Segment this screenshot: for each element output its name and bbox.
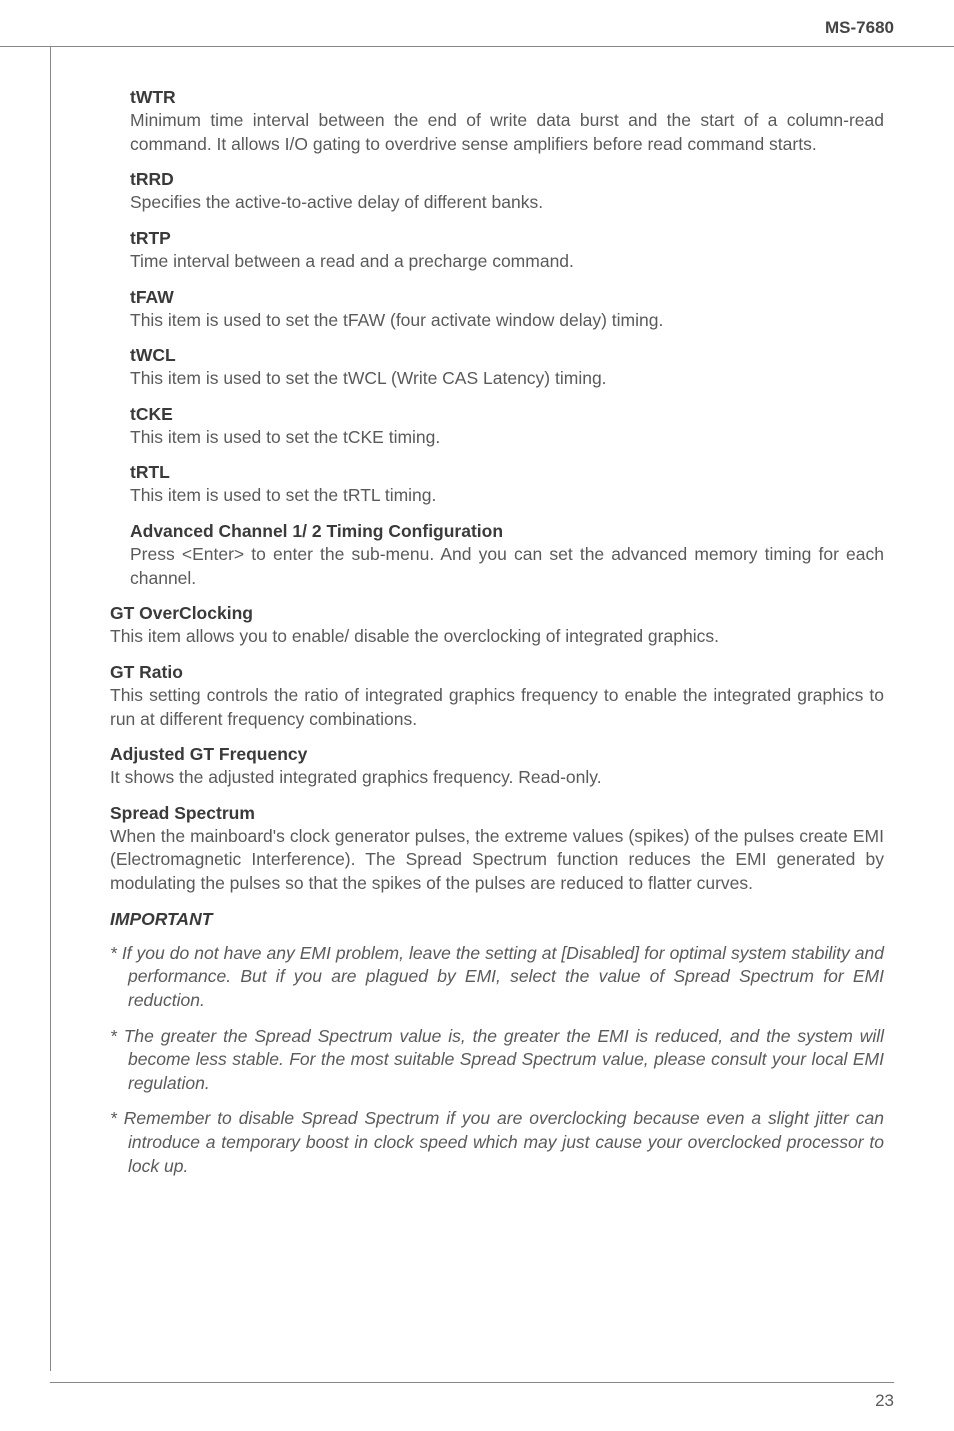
- section-advanced-channel: Advanced Channel 1/ 2 Timing Configurati…: [130, 521, 884, 590]
- left-border: [50, 46, 51, 1371]
- section-spread-spectrum: Spread Spectrum When the mainboard's clo…: [130, 803, 884, 896]
- section-body: Time interval between a read and a prech…: [130, 250, 884, 274]
- section-title: tCKE: [130, 404, 884, 425]
- section-title: tRRD: [130, 169, 884, 190]
- section-tfaw: tFAW This item is used to set the tFAW (…: [130, 287, 884, 333]
- section-title: tWTR: [130, 87, 884, 108]
- model-number: MS-7680: [825, 18, 894, 37]
- page-number: 23: [875, 1391, 894, 1411]
- important-item: * The greater the Spread Spectrum value …: [110, 1025, 884, 1096]
- section-title: tRTP: [130, 228, 884, 249]
- section-title: tFAW: [130, 287, 884, 308]
- important-item: * If you do not have any EMI problem, le…: [110, 942, 884, 1013]
- section-twcl: tWCL This item is used to set the tWCL (…: [130, 345, 884, 391]
- section-body: This item is used to set the tCKE timing…: [130, 426, 884, 450]
- section-title: Spread Spectrum: [110, 803, 884, 824]
- section-body: When the mainboard's clock generator pul…: [110, 825, 884, 896]
- section-title: tRTL: [130, 462, 884, 483]
- footer-line: [50, 1382, 894, 1383]
- section-trrd: tRRD Specifies the active-to-active dela…: [130, 169, 884, 215]
- section-body: This item is used to set the tWCL (Write…: [130, 367, 884, 391]
- important-heading: IMPORTANT: [110, 909, 884, 930]
- section-trtp: tRTP Time interval between a read and a …: [130, 228, 884, 274]
- section-adjusted-gt-frequency: Adjusted GT Frequency It shows the adjus…: [130, 744, 884, 790]
- section-trtl: tRTL This item is used to set the tRTL t…: [130, 462, 884, 508]
- section-title: Advanced Channel 1/ 2 Timing Configurati…: [130, 521, 884, 542]
- section-tcke: tCKE This item is used to set the tCKE t…: [130, 404, 884, 450]
- section-body: Press <Enter> to enter the sub-menu. And…: [130, 543, 884, 590]
- section-twtr: tWTR Minimum time interval between the e…: [130, 87, 884, 156]
- section-title: Adjusted GT Frequency: [110, 744, 884, 765]
- content-area: tWTR Minimum time interval between the e…: [0, 47, 954, 1210]
- section-gt-ratio: GT Ratio This setting controls the ratio…: [130, 662, 884, 731]
- header: MS-7680: [0, 0, 954, 47]
- section-title: GT OverClocking: [110, 603, 884, 624]
- section-body: Specifies the active-to-active delay of …: [130, 191, 884, 215]
- section-body: This item is used to set the tFAW (four …: [130, 309, 884, 333]
- important-item: * Remember to disable Spread Spectrum if…: [110, 1107, 884, 1178]
- section-body: Minimum time interval between the end of…: [130, 109, 884, 156]
- section-body: It shows the adjusted integrated graphic…: [110, 766, 884, 790]
- section-gt-overclocking: GT OverClocking This item allows you to …: [130, 603, 884, 649]
- section-title: tWCL: [130, 345, 884, 366]
- section-body: This item allows you to enable/ disable …: [110, 625, 884, 649]
- section-title: GT Ratio: [110, 662, 884, 683]
- section-body: This item is used to set the tRTL timing…: [130, 484, 884, 508]
- section-body: This setting controls the ratio of integ…: [110, 684, 884, 731]
